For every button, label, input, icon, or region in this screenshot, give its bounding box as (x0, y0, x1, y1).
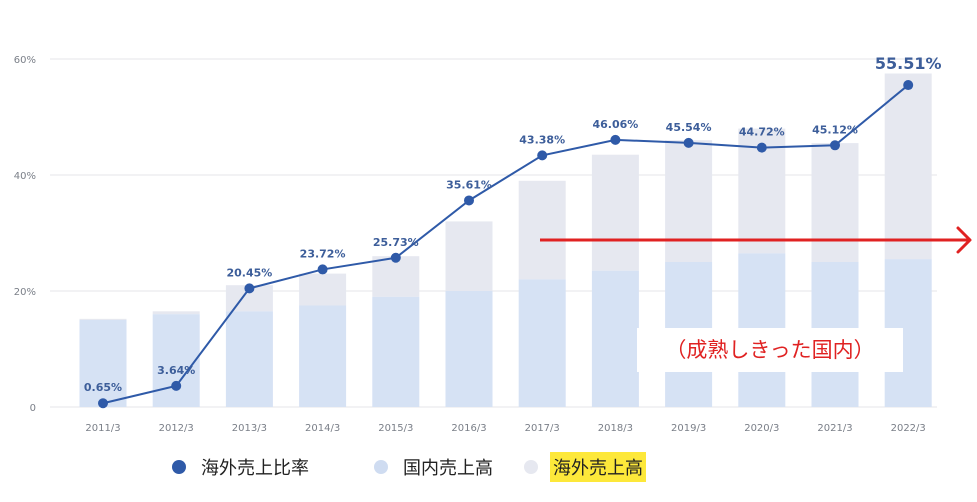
bar-domestic-sales (518, 279, 566, 407)
y-tick-label: 0 (30, 403, 36, 414)
x-tick-label: 2016/3 (451, 423, 486, 434)
data-label: 0.65% (84, 381, 122, 394)
x-tick-label: 2018/3 (598, 423, 633, 434)
x-tick-label: 2014/3 (305, 423, 340, 434)
data-point (756, 142, 767, 153)
data-label: 43.38% (519, 133, 565, 146)
data-point (537, 150, 548, 161)
bar-overseas-sales (299, 273, 347, 306)
data-label: 46.06% (592, 118, 638, 131)
data-point (903, 80, 914, 91)
data-label: 45.12% (812, 123, 858, 136)
x-tick-label: 2013/3 (232, 423, 267, 434)
bar-overseas-sales (884, 73, 932, 260)
legend-marker (374, 460, 388, 474)
legend-label: 海外売上高 (550, 452, 646, 482)
data-point (464, 195, 474, 206)
bar-domestic-sales (79, 320, 127, 407)
data-point (244, 283, 255, 294)
data-label: 44.72% (739, 126, 785, 139)
bar-domestic-sales (591, 270, 639, 407)
y-tick-label: 40% (14, 171, 36, 182)
bar-domestic-sales (225, 311, 273, 407)
legend-marker (524, 460, 538, 474)
bar-overseas-sales (445, 221, 493, 291)
legend-item-overseas-ratio: 海外売上比率 (172, 452, 312, 482)
bar-overseas-sales (152, 311, 200, 315)
legend-item-overseas-sales: 海外売上高 (524, 452, 646, 482)
data-label: 35.61% (446, 178, 492, 191)
bar-domestic-sales (299, 305, 347, 407)
data-label: 3.64% (157, 364, 195, 377)
data-label: 55.51% (875, 54, 942, 73)
legend-item-domestic-sales: 国内売上高 (374, 452, 496, 482)
bar-domestic-sales (445, 291, 493, 407)
legend: 海外売上比率 国内売上高 海外売上高 (172, 452, 674, 482)
x-tick-label: 2022/3 (891, 423, 926, 434)
bar-overseas-sales (372, 256, 420, 297)
bar-domestic-sales (152, 314, 200, 407)
y-tick-label: 20% (14, 287, 36, 298)
x-tick-label: 2020/3 (744, 423, 779, 434)
data-point (683, 137, 694, 148)
bar-domestic-sales (372, 296, 420, 407)
bar-overseas-sales (79, 318, 127, 320)
data-point (390, 252, 401, 263)
x-tick-label: 2017/3 (525, 423, 560, 434)
x-tick-label: 2011/3 (85, 423, 120, 434)
data-point (830, 140, 840, 151)
data-label: 25.73% (373, 236, 419, 249)
bar-overseas-sales (811, 143, 859, 262)
arrow-head (956, 226, 972, 254)
bar-overseas-sales (665, 140, 713, 262)
legend-label: 海外売上比率 (201, 458, 309, 479)
data-point (98, 398, 108, 409)
x-tick-label: 2019/3 (671, 423, 706, 434)
annotation-note: （成熟しきった国内） (637, 328, 903, 372)
bar-overseas-sales (591, 154, 639, 271)
data-label: 45.54% (666, 121, 712, 134)
x-tick-label: 2012/3 (159, 423, 194, 434)
y-tick-label: 60% (14, 55, 36, 66)
bar-overseas-sales (518, 180, 566, 280)
legend-label: 国内売上高 (403, 458, 493, 479)
data-label: 20.45% (226, 266, 272, 279)
series-line-overseas-ratio (102, 84, 909, 405)
data-label: 23.72% (300, 247, 346, 260)
data-point (317, 264, 328, 275)
legend-marker (172, 460, 186, 474)
data-point (171, 380, 182, 391)
x-tick-label: 2021/3 (817, 423, 852, 434)
x-tick-label: 2015/3 (378, 423, 413, 434)
data-point (610, 134, 621, 145)
